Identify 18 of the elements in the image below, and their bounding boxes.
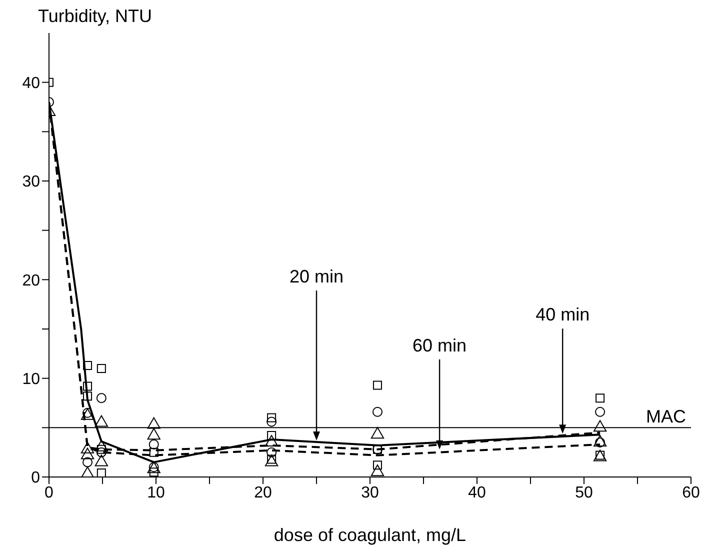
x-tick-label: 20 <box>254 484 272 502</box>
x-tick-label: 0 <box>44 484 54 502</box>
y-tick-label: 10 <box>22 371 40 388</box>
y-tick-label: 20 <box>22 272 40 290</box>
x-tick-label: 10 <box>147 484 165 502</box>
y-tick-label: 30 <box>22 174 40 191</box>
ref-line-label: MAC <box>646 406 686 427</box>
y-axis-title: Turbidity, NTU <box>38 6 152 27</box>
y-tick-label: 40 <box>22 75 40 92</box>
annotation: 40 min <box>536 304 590 325</box>
x-tick-label: 40 <box>468 484 486 502</box>
annotation: 20 min <box>289 266 344 286</box>
x-tick-label: 50 <box>575 484 593 502</box>
x-tick-label: 60 <box>682 484 700 502</box>
y-tick-label: 0 <box>31 470 40 487</box>
x-tick-label: 30 <box>361 484 379 502</box>
x-axis-title: dose of coagulant, mg/L <box>274 525 466 545</box>
annotation: 60 min <box>412 335 467 356</box>
